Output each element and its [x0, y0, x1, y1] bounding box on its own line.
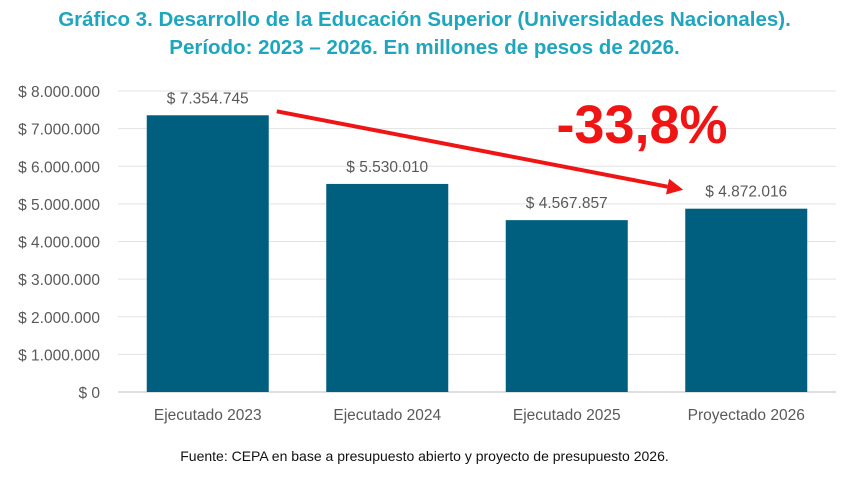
y-tick-label: $ 6.000.000	[18, 159, 100, 176]
y-tick-label: $ 1.000.000	[18, 347, 100, 364]
y-tick-label: $ 2.000.000	[18, 310, 100, 327]
bar-value-label: $ 4.567.857	[526, 195, 608, 212]
x-tick-label: Ejecutado 2025	[513, 407, 621, 424]
bar-value-label: $ 7.354.745	[167, 90, 249, 107]
x-tick-label: Ejecutado 2024	[333, 407, 441, 424]
y-tick-label: $ 5.000.000	[18, 197, 100, 214]
x-tick-label: Ejecutado 2023	[154, 407, 262, 424]
x-tick-label: Proyectado 2026	[688, 407, 805, 424]
change-percent-annotation: -33,8%	[556, 95, 727, 155]
arrow-head	[666, 178, 684, 195]
chart-title: Gráfico 3. Desarrollo de la Educación Su…	[0, 6, 849, 62]
arrow-line	[276, 109, 668, 189]
bar-value-label: $ 5.530.010	[346, 159, 428, 176]
y-tick-label: $ 7.000.000	[18, 122, 100, 139]
y-tick-label: $ 8.000.000	[18, 84, 100, 101]
chart-title-line-1: Gráfico 3. Desarrollo de la Educación Su…	[58, 8, 791, 31]
y-tick-label: $ 3.000.000	[18, 272, 100, 289]
bar	[326, 183, 449, 392]
bar	[146, 115, 269, 393]
y-tick-label: $ 4.000.000	[18, 235, 100, 252]
y-tick-label: $ 0	[78, 385, 100, 402]
bar	[685, 208, 808, 392]
source-note: Fuente: CEPA en base a presupuesto abier…	[180, 448, 669, 464]
bar	[505, 220, 628, 392]
bar-value-label: $ 4.872.016	[705, 184, 787, 201]
chart-title-line-2: Período: 2023 – 2026. En millones de pes…	[169, 36, 680, 59]
